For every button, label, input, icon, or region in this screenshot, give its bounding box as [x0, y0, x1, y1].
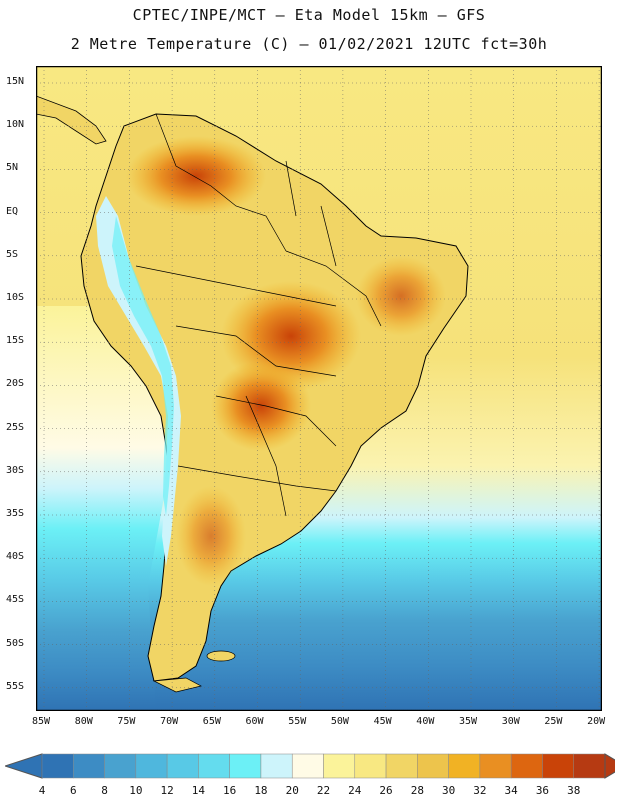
lat-label: 10N [6, 119, 25, 131]
colorbar-min-arrow [5, 753, 43, 779]
lat-label: 10S [6, 292, 25, 303]
colorbar-swatch [542, 753, 574, 779]
country-borders [135, 113, 382, 517]
central-america [36, 95, 107, 145]
lon-label: 50W [330, 716, 349, 727]
lat-label: 30S [6, 464, 25, 476]
colorbar-tick-label: 18 [254, 784, 268, 797]
pacific-ocean-field [36, 306, 186, 711]
colorbar-tick-label: 32 [473, 784, 487, 797]
lat-label: 35S [6, 508, 25, 519]
lat-label: 45S [6, 594, 25, 606]
colorbar-tick-label: 34 [504, 784, 518, 797]
colorbar-swatch [385, 753, 418, 779]
colorbar-swatch [198, 753, 230, 779]
colorbar-swatch [135, 753, 168, 779]
hot-zone-northeast [356, 256, 446, 336]
colorbar-tick-label: 38 [567, 784, 581, 797]
lon-label: 30W [501, 716, 520, 727]
lat-label: EQ [6, 205, 19, 217]
lat-label: 5N [6, 162, 19, 174]
lon-label: 65W [202, 716, 221, 727]
colorbar-max-arrow [604, 753, 615, 779]
colorbar [5, 753, 615, 779]
colorbar-swatch [573, 753, 606, 779]
lon-label: 55W [288, 716, 307, 727]
colorbar-swatch [73, 753, 105, 779]
lon-label: 60W [245, 716, 264, 727]
colorbar-tick-label: 22 [316, 784, 331, 797]
colorbar-tick-label: 12 [160, 784, 174, 797]
falklands [206, 650, 236, 662]
colorbar-tick-label: 26 [379, 784, 393, 797]
hot-zone-north [126, 136, 266, 216]
colorbar-swatch [291, 753, 324, 779]
lon-label: 75W [117, 716, 136, 727]
colorbar-swatch [354, 753, 387, 779]
lat-label: 20S [6, 378, 25, 390]
colorbar-tick-label: 6 [69, 784, 77, 797]
colorbar-swatch [41, 753, 74, 779]
colorbar-swatch [166, 753, 199, 779]
colorbar-tick-label: 16 [223, 784, 237, 797]
colorbar-swatch [479, 753, 512, 779]
colorbar-tick-label: 28 [410, 784, 424, 797]
colorbar-tick-label: 24 [348, 784, 362, 797]
colorbar-tick-label: 4 [38, 784, 46, 797]
colorbar-tick-label: 10 [129, 784, 143, 797]
lon-label: 70W [160, 716, 179, 727]
colorbar-swatch [229, 753, 262, 779]
lon-label: 80W [74, 716, 93, 727]
lat-label: 25S [6, 421, 25, 433]
andes-cold-zone [96, 196, 181, 566]
lon-label: 45W [373, 716, 392, 727]
map-title-line2: 2 Metre Temperature (C) – 01/02/2021 12U… [70, 35, 548, 53]
colorbar-swatch [260, 753, 293, 779]
lat-label: 50S [6, 637, 25, 649]
lon-label: 85W [32, 716, 51, 727]
lon-label: 25W [544, 716, 563, 727]
map-border [36, 66, 602, 711]
colorbar-swatch [323, 753, 356, 779]
colorbar-tick-label: 30 [441, 784, 456, 797]
lat-label: 15N [6, 76, 25, 87]
colorbar-tick-label: 8 [101, 784, 108, 797]
hot-zone-chaco [211, 361, 311, 451]
colorbar-tick-label: 14 [191, 784, 205, 797]
colorbar-swatch [417, 753, 449, 779]
lat-label: 55S [6, 680, 25, 692]
lon-label: 35W [459, 716, 478, 727]
lat-label: 5S [6, 248, 19, 260]
colorbar-swatch [448, 753, 481, 779]
colorbar-tick-label: 36 [535, 784, 550, 797]
temperature-map [36, 66, 602, 711]
colorbar-swatch [510, 753, 543, 779]
colorbar-swatch [104, 753, 137, 779]
colorbar-tick-label: 20 [285, 784, 299, 797]
lat-label: 15S [6, 335, 25, 347]
lat-label: 40S [6, 551, 25, 563]
lon-label: 40W [416, 716, 435, 727]
lon-label: 20W [587, 716, 606, 727]
map-title-line1: CPTEC/INPE/MCT – Eta Model 15km – GFS [132, 6, 486, 24]
